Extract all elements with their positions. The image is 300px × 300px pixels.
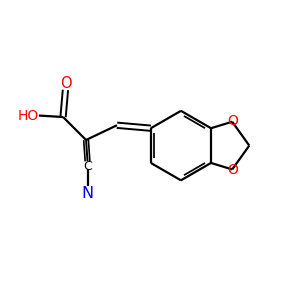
Text: O: O bbox=[60, 76, 71, 91]
Text: N: N bbox=[82, 186, 94, 201]
Text: O: O bbox=[227, 114, 238, 128]
Text: HO: HO bbox=[18, 109, 39, 122]
Text: O: O bbox=[227, 163, 238, 177]
Text: C: C bbox=[83, 160, 92, 173]
